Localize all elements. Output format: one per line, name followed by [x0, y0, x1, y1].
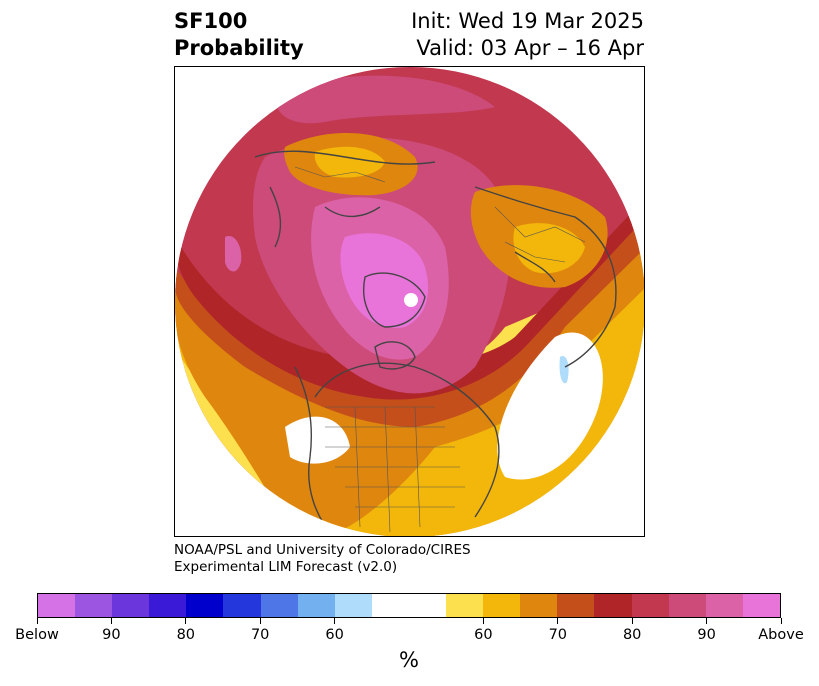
- colorbar-segment: [483, 594, 521, 617]
- shading-pacific-spot: [225, 236, 242, 272]
- colorbar-segment: [408, 594, 447, 617]
- colorbar-segment: [705, 594, 743, 617]
- init-date: Init: Wed 19 Mar 2025: [411, 9, 644, 33]
- colorbar-segment: [668, 594, 706, 617]
- colorbar-tick-label: Below: [15, 627, 59, 643]
- shading-above-70: [175, 227, 644, 536]
- colorbar: [37, 593, 781, 618]
- colorbar-tick-label: 70: [250, 627, 270, 643]
- shading-neutral-west: [285, 416, 350, 464]
- probability-map: [175, 67, 644, 536]
- shading-europe-core: [513, 223, 585, 274]
- borders: [294, 166, 586, 533]
- colorbar-segment: [742, 594, 780, 617]
- colorbar-segment: [75, 594, 113, 617]
- colorbar-tick: [36, 618, 38, 624]
- map-title: SF100 Probability: [174, 8, 304, 62]
- title-line-type: Probability: [174, 36, 304, 60]
- colorbar-segment: [334, 594, 372, 617]
- colorbar-segment: [446, 594, 484, 617]
- forecast-dates: Init: Wed 19 Mar 2025 Valid: 03 Apr – 16…: [411, 8, 644, 62]
- colorbar-segment: [186, 594, 224, 617]
- valid-range: Valid: 03 Apr – 16 Apr: [416, 36, 644, 60]
- colorbar-segment: [112, 594, 150, 617]
- colorbar-tick: [631, 618, 633, 624]
- colorbar-tick: [185, 618, 187, 624]
- map-panel: [174, 66, 645, 537]
- colorbar-tick: [557, 618, 559, 624]
- colorbar-segment: [149, 594, 187, 617]
- colorbar-segment: [594, 594, 632, 617]
- colorbar-tick: [334, 618, 336, 624]
- title-line-product: SF100: [174, 9, 248, 33]
- coastlines: [254, 150, 617, 536]
- colorbar-tick: [259, 618, 261, 624]
- pole-marker: [404, 293, 418, 307]
- shading-below-60: [559, 356, 569, 384]
- credit: NOAA/PSL and University of Colorado/CIRE…: [174, 542, 471, 576]
- shading-above-80: [175, 197, 644, 400]
- colorbar-segment: [557, 594, 595, 617]
- shading-neutral-atlantic: [497, 332, 603, 480]
- colorbar-segment: [297, 594, 335, 617]
- credit-line-model: Experimental LIM Forecast (v2.0): [174, 559, 398, 575]
- colorbar-segment: [631, 594, 669, 617]
- colorbar-tick-label: 60: [474, 627, 493, 643]
- shading-north-pink: [275, 75, 495, 124]
- colorbar-tick: [482, 618, 484, 624]
- colorbar-tick-label: 90: [102, 627, 121, 643]
- colorbar-tick-label: 90: [697, 627, 716, 643]
- colorbar-tick: [780, 618, 782, 624]
- colorbar-segment: [520, 594, 558, 617]
- colorbar-segment: [223, 594, 261, 617]
- colorbar-tick: [110, 618, 112, 624]
- colorbar-tick-label: Above: [758, 627, 804, 643]
- colorbar-segment: [371, 594, 409, 617]
- colorbar-segment: [38, 594, 76, 617]
- colorbar-tick-label: 80: [176, 627, 196, 643]
- colorbar-tick: [706, 618, 708, 624]
- credit-line-org: NOAA/PSL and University of Colorado/CIRE…: [174, 542, 471, 558]
- colorbar-tick-label: 70: [548, 627, 568, 643]
- colorbar-tick-label: 60: [325, 627, 344, 643]
- colorbar-unit: %: [399, 648, 419, 672]
- colorbar-segment: [260, 594, 298, 617]
- colorbar-tick-label: 80: [622, 627, 642, 643]
